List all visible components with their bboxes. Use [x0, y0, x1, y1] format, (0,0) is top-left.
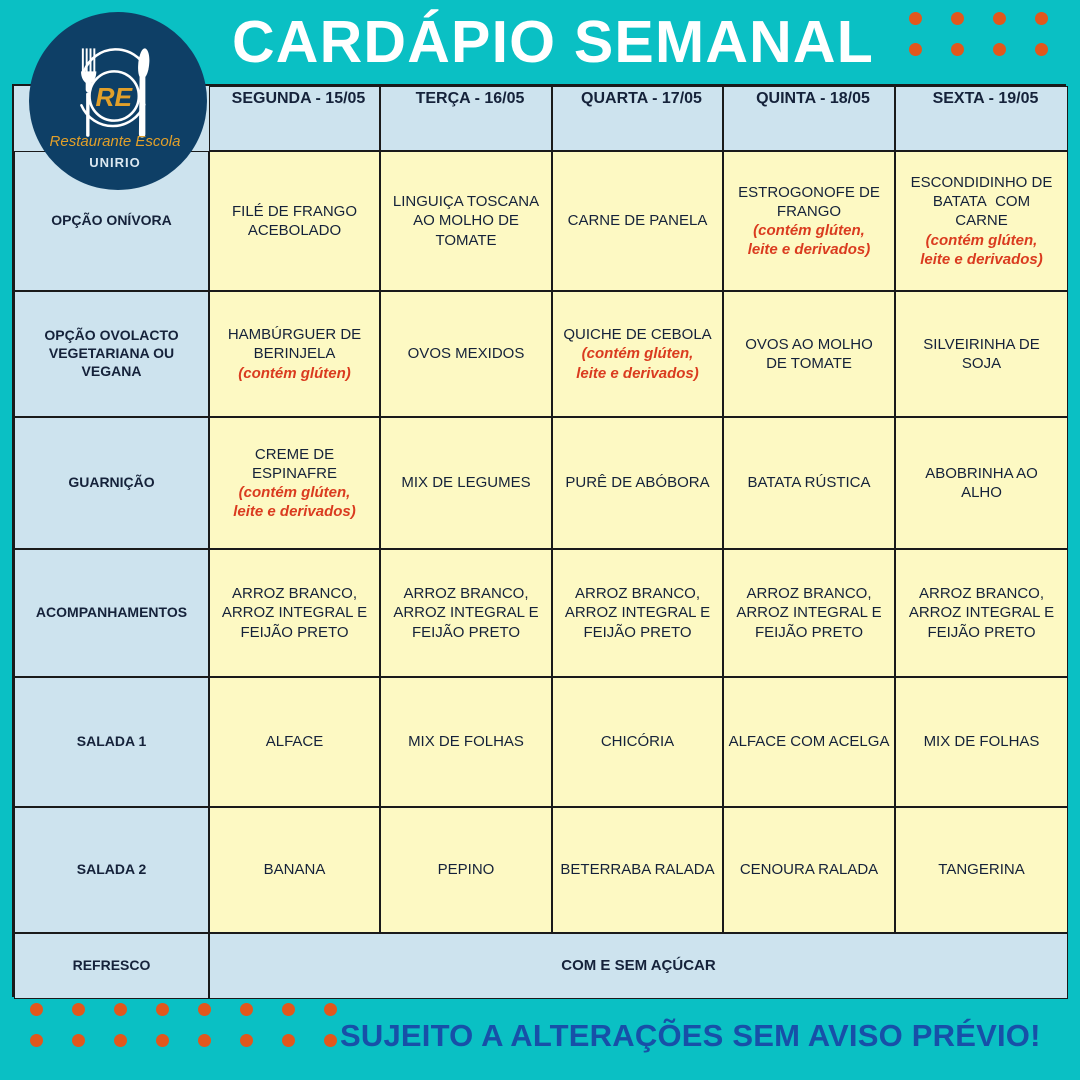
svg-text:RE: RE	[95, 82, 133, 112]
svg-text:UNIRIO: UNIRIO	[89, 155, 141, 170]
svg-text:Restaurante Escola: Restaurante Escola	[50, 133, 181, 150]
